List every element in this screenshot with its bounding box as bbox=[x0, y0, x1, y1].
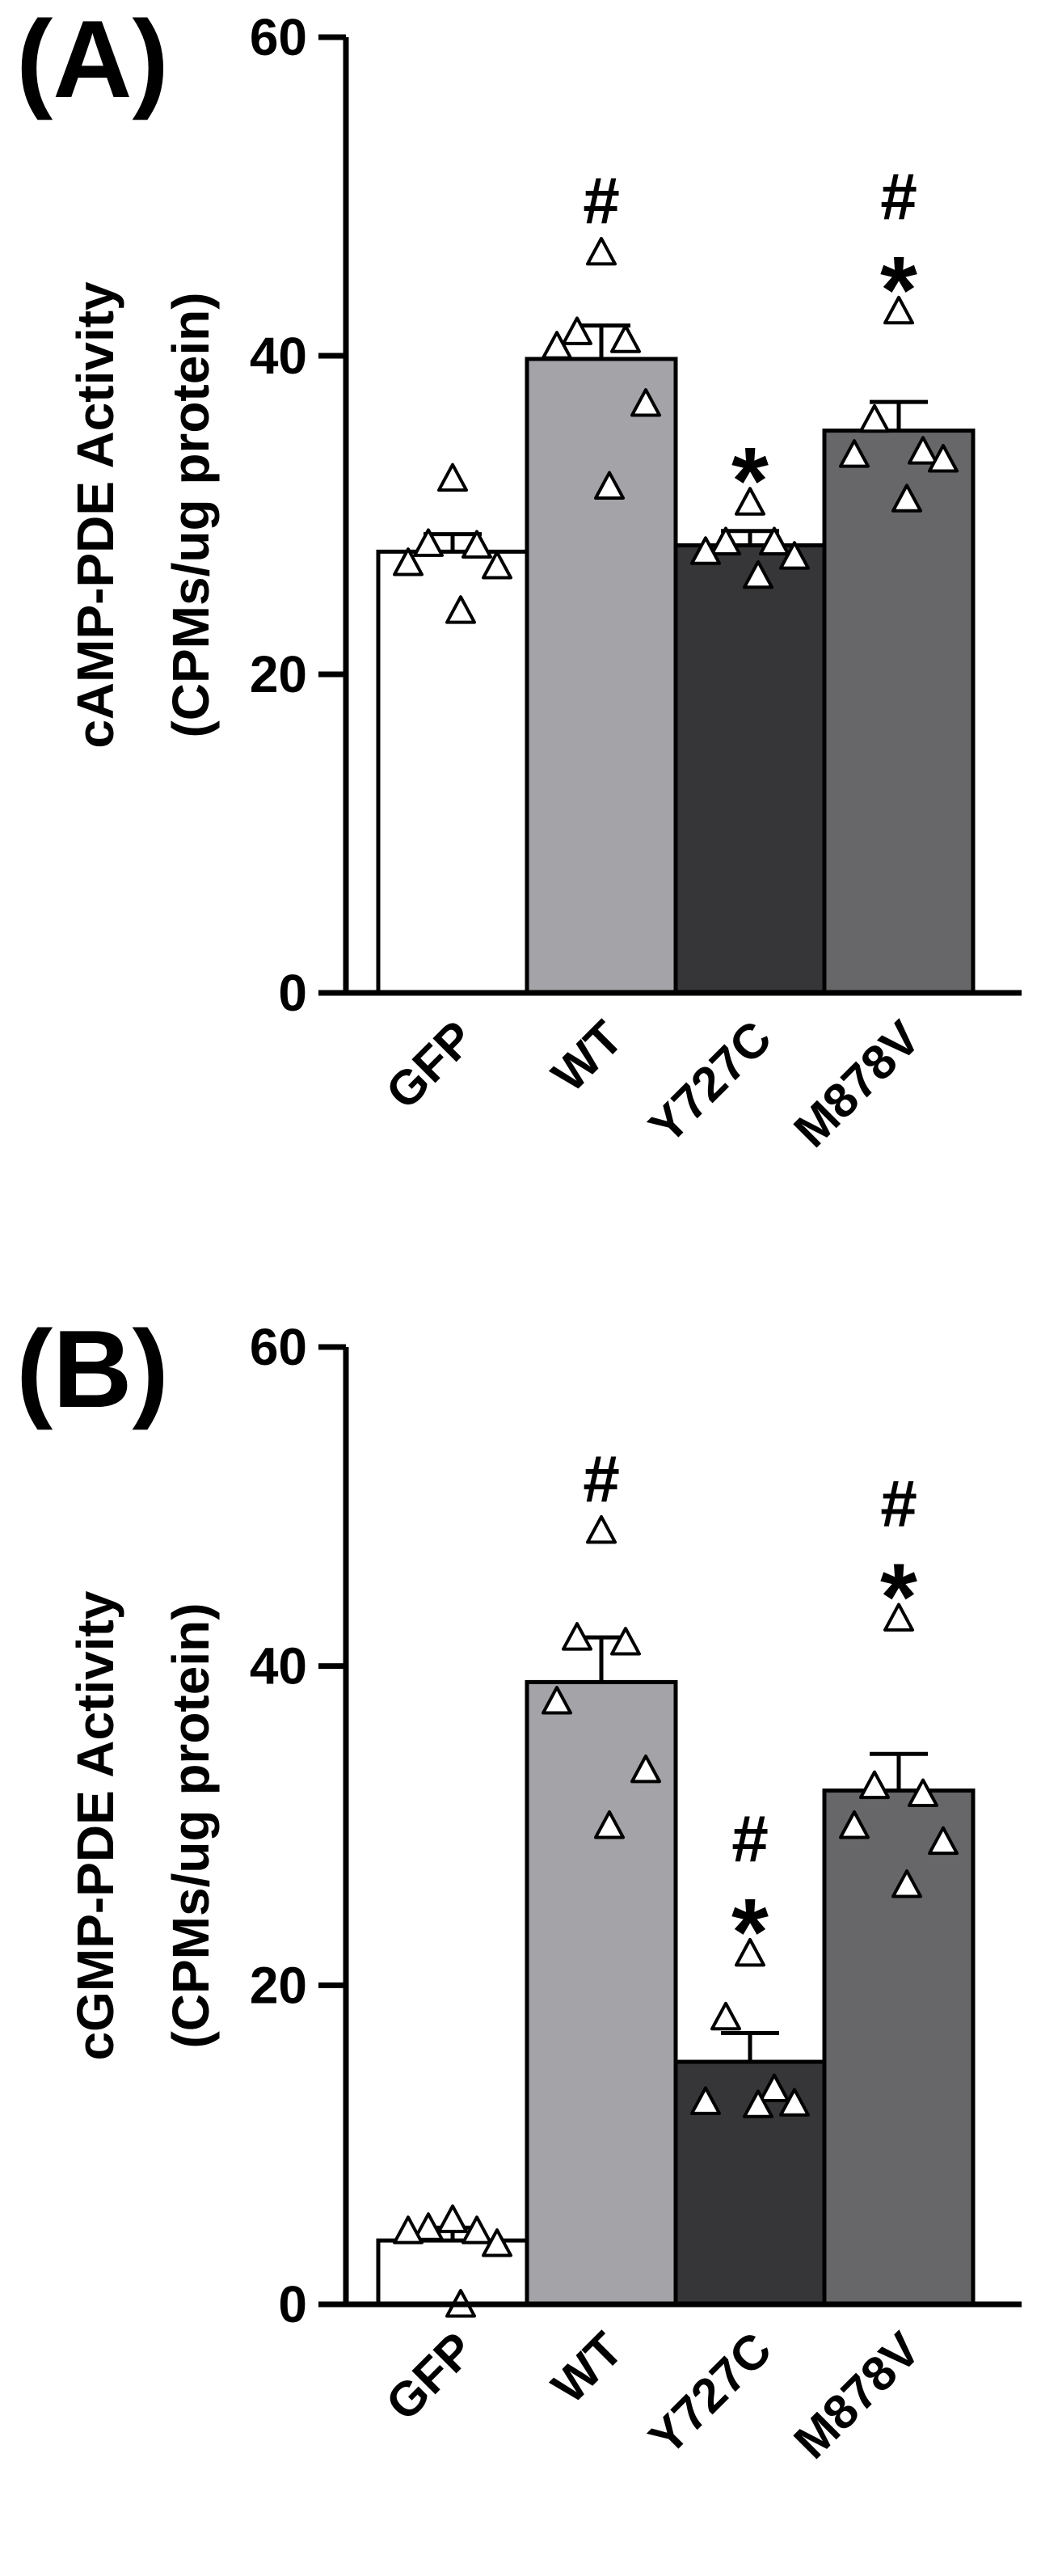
error-bar-gfp bbox=[424, 532, 482, 552]
data-point-m878v bbox=[928, 1826, 959, 1856]
bar-gfp bbox=[376, 549, 529, 995]
y-tick-label: 60 bbox=[250, 1318, 307, 1376]
data-point-m878v bbox=[883, 1603, 914, 1632]
bar-y727c bbox=[673, 2059, 827, 2307]
hash-marker-m878v: # bbox=[880, 1467, 917, 1540]
y-tick-label: 40 bbox=[250, 1637, 307, 1696]
data-point-gfp bbox=[482, 2228, 512, 2257]
hash-marker-wt: # bbox=[583, 164, 620, 238]
x-tick-label-y727c: Y727C bbox=[639, 2322, 782, 2465]
y-axis-title-line1: cGMP-PDE Activity bbox=[66, 1590, 124, 2060]
data-point-y727c bbox=[710, 2001, 741, 2031]
data-point-m878v bbox=[883, 295, 914, 325]
y-tick-label: 40 bbox=[250, 327, 307, 385]
data-point-y727c bbox=[690, 536, 721, 565]
error-bar-y727c bbox=[721, 2031, 779, 2063]
y-tick-label: 0 bbox=[278, 2275, 307, 2333]
bar-y727c bbox=[673, 543, 827, 995]
data-point-m878v bbox=[908, 1778, 938, 1807]
data-point-gfp bbox=[445, 595, 476, 624]
hash-marker-m878v: # bbox=[880, 160, 917, 234]
y-tick-label: 20 bbox=[250, 1956, 307, 2014]
data-point-wt bbox=[630, 388, 661, 417]
y-axis-title-line1: cAMP-PDE Activity bbox=[66, 281, 124, 749]
panel-label: (A) bbox=[16, 0, 169, 120]
bar-wt bbox=[525, 357, 678, 995]
data-point-y727c bbox=[759, 526, 790, 555]
x-tick-label-wt: WT bbox=[542, 1011, 633, 1102]
star-marker-y727c: * bbox=[731, 1879, 769, 1986]
data-point-wt bbox=[542, 1686, 572, 1715]
data-point-m878v bbox=[859, 1770, 890, 1800]
data-point-y727c bbox=[743, 560, 773, 589]
data-point-gfp bbox=[413, 528, 444, 557]
error-bar-y727c bbox=[721, 529, 779, 546]
data-point-y727c bbox=[735, 487, 765, 516]
data-point-wt bbox=[630, 1754, 661, 1784]
data-point-m878v bbox=[928, 444, 959, 473]
data-point-y727c bbox=[735, 1937, 765, 1967]
hash-marker-y727c: # bbox=[731, 1802, 769, 1876]
y-tick-label: 60 bbox=[250, 8, 307, 66]
data-point-wt bbox=[586, 1514, 617, 1544]
x-tick-label-m878v: M878V bbox=[783, 1011, 930, 1158]
data-point-m878v bbox=[839, 1810, 870, 1839]
x-tick-label-wt: WT bbox=[542, 2322, 633, 2413]
data-point-m878v bbox=[859, 403, 890, 433]
data-point-gfp bbox=[437, 2204, 468, 2233]
data-point-wt bbox=[594, 471, 625, 500]
data-point-y727c bbox=[779, 2088, 810, 2117]
data-point-wt bbox=[562, 1622, 592, 1651]
data-point-gfp bbox=[461, 2215, 492, 2244]
data-point-wt bbox=[610, 1627, 641, 1656]
error-bar-m878v bbox=[870, 1751, 928, 1791]
star-marker-m878v: * bbox=[880, 1543, 917, 1650]
y-tick-label: 0 bbox=[278, 964, 307, 1022]
data-point-wt bbox=[542, 331, 572, 360]
data-point-wt bbox=[594, 1810, 625, 1839]
data-point-m878v bbox=[891, 484, 922, 513]
bar-m878v bbox=[822, 429, 976, 995]
panel-b: (B)cGMP-PDE Activity (CPMs/ug protein)#*#… bbox=[16, 1307, 1022, 2469]
hash-marker-wt: # bbox=[583, 1442, 620, 1516]
panel-a: (A)cAMP-PDE Activity (CPMs/ug protein)#**… bbox=[16, 0, 1022, 1158]
data-point-m878v bbox=[908, 436, 938, 465]
data-point-gfp bbox=[393, 547, 424, 576]
data-point-m878v bbox=[891, 1869, 922, 1898]
data-point-gfp bbox=[437, 462, 468, 492]
star-marker-m878v: * bbox=[880, 237, 917, 344]
data-point-gfp bbox=[461, 530, 492, 559]
x-tick-label-y727c: Y727C bbox=[639, 1011, 782, 1154]
data-point-gfp bbox=[413, 2212, 444, 2241]
data-point-wt bbox=[586, 236, 617, 266]
star-marker-y727c: * bbox=[731, 428, 769, 534]
data-point-y727c bbox=[743, 2089, 773, 2118]
x-tick-label-m878v: M878V bbox=[783, 2322, 930, 2469]
y-axis-title-line2: (CPMs/ug protein) bbox=[162, 1603, 220, 2048]
x-tick-label-gfp: GFP bbox=[376, 2322, 485, 2431]
y-tick-label: 20 bbox=[250, 645, 307, 703]
bar-m878v bbox=[822, 1788, 976, 2307]
data-point-gfp bbox=[393, 2215, 424, 2244]
data-point-y727c bbox=[710, 526, 741, 555]
data-point-y727c bbox=[759, 2073, 790, 2103]
x-tick-label-gfp: GFP bbox=[376, 1011, 485, 1120]
data-point-m878v bbox=[839, 439, 870, 468]
data-point-wt bbox=[562, 316, 592, 345]
error-bar-m878v bbox=[870, 399, 928, 431]
data-point-y727c bbox=[779, 541, 810, 570]
panel-label: (B) bbox=[16, 1307, 169, 1430]
data-point-y727c bbox=[690, 2086, 721, 2115]
y-axis-title-line2: (CPMs/ug protein) bbox=[162, 292, 220, 737]
data-point-gfp bbox=[482, 551, 512, 580]
data-point-wt bbox=[610, 324, 641, 353]
